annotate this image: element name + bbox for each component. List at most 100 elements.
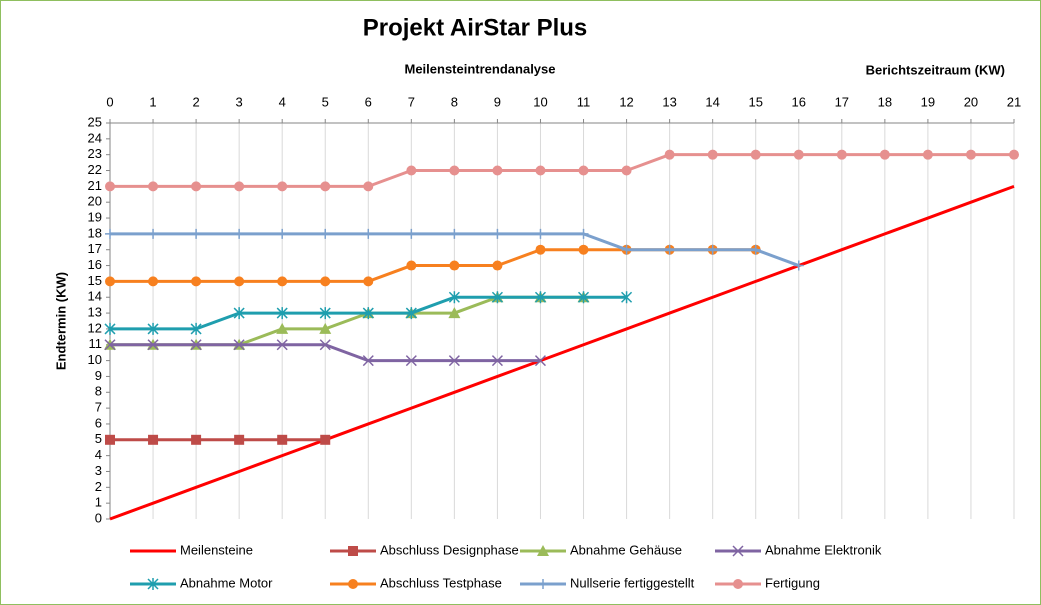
marker [277, 181, 288, 192]
y-tick-label: 7 [95, 400, 102, 415]
marker [491, 355, 503, 367]
marker [492, 228, 503, 239]
marker [733, 579, 743, 589]
marker [621, 165, 632, 176]
series-line [109, 184, 1015, 521]
y-tick-label: 12 [88, 320, 102, 335]
x-tick-label: 10 [533, 94, 547, 109]
y-tick-label: 20 [88, 194, 102, 209]
x-tick-label: 15 [748, 94, 762, 109]
marker [105, 181, 115, 192]
legend-label: Meilensteine [180, 542, 253, 557]
marker [449, 165, 460, 176]
marker [276, 339, 288, 351]
x-tick-label: 20 [964, 94, 978, 109]
x-tick-label: 5 [322, 94, 329, 109]
marker [319, 322, 332, 334]
marker [277, 434, 288, 445]
y-tick-label: 22 [88, 162, 102, 177]
marker [362, 355, 374, 367]
marker [405, 307, 417, 320]
y-tick-label: 21 [88, 178, 102, 193]
marker [448, 291, 460, 304]
marker [448, 355, 460, 367]
marker [233, 307, 245, 320]
marker [191, 181, 202, 192]
marker [922, 149, 933, 160]
legend-item: Abschluss Testphase [330, 575, 502, 590]
marker [707, 244, 718, 255]
x-tick-label: 21 [1007, 94, 1021, 109]
y-tick-label: 5 [95, 431, 102, 446]
y-tick-label: 11 [89, 336, 103, 351]
marker [320, 181, 331, 192]
legend-label: Abnahme Motor [180, 575, 273, 590]
x-tick-label: 9 [494, 94, 501, 109]
y-tick-label: 2 [95, 479, 102, 494]
legend-item: Nullserie fertiggestellt [520, 575, 695, 590]
marker [234, 228, 245, 239]
x-tick-label: 14 [705, 94, 719, 109]
marker [1009, 149, 1019, 160]
marker [104, 339, 116, 351]
marker [148, 434, 159, 445]
marker [348, 546, 358, 556]
marker [538, 579, 548, 589]
marker [449, 260, 460, 271]
y-tick-label: 6 [95, 415, 102, 430]
marker [234, 434, 245, 445]
marker [448, 307, 461, 319]
marker [362, 307, 374, 320]
marker [104, 322, 116, 335]
marker [664, 244, 675, 255]
marker [577, 291, 590, 304]
y-tick-label: 10 [88, 352, 102, 367]
marker [664, 149, 675, 160]
marker [190, 339, 202, 351]
marker [320, 434, 331, 445]
y-tick-label: 25 [88, 114, 102, 129]
marker [406, 228, 417, 239]
marker [750, 244, 761, 255]
legend-item: Abschluss Designphase [330, 542, 519, 557]
marker [234, 181, 245, 192]
marker [148, 181, 159, 192]
chart-subtitle: Meilensteintrendanalyse [405, 61, 556, 76]
x-tick-label: 8 [451, 94, 458, 109]
legend-label: Abschluss Testphase [380, 575, 502, 590]
marker [535, 165, 546, 176]
y-tick-label: 18 [88, 225, 102, 240]
marker [534, 291, 547, 304]
marker [621, 291, 633, 304]
marker [535, 228, 546, 239]
legend-label: Abnahme Gehäuse [570, 542, 682, 557]
legend-item: Fertigung [715, 575, 820, 590]
y-tick-label: 14 [88, 289, 102, 304]
marker [234, 276, 245, 287]
marker [191, 276, 202, 287]
legend-item: Meilensteine [130, 542, 253, 557]
marker [276, 322, 289, 334]
y-tick-label: 8 [95, 384, 102, 399]
y-tick-label: 17 [88, 241, 102, 256]
x-tick-label: 18 [878, 94, 892, 109]
legend-item: Abnahme Motor [130, 575, 273, 590]
marker [879, 149, 890, 160]
chart-title: Projekt AirStar Plus [363, 14, 588, 41]
marker [965, 149, 976, 160]
x-tick-label: 7 [408, 94, 415, 109]
marker [578, 165, 589, 176]
marker [105, 276, 115, 287]
marker [147, 339, 159, 351]
marker [793, 149, 804, 160]
marker [534, 355, 547, 367]
x-tick-label: 3 [236, 94, 243, 109]
marker [406, 260, 417, 271]
marker [535, 244, 546, 255]
marker [276, 307, 288, 320]
marker [319, 307, 331, 320]
marker [492, 165, 503, 176]
y-axis-label: Endtermin (KW) [53, 272, 68, 370]
y-tick-label: 9 [95, 368, 102, 383]
legend-item: Abnahme Gehäuse [520, 542, 682, 557]
